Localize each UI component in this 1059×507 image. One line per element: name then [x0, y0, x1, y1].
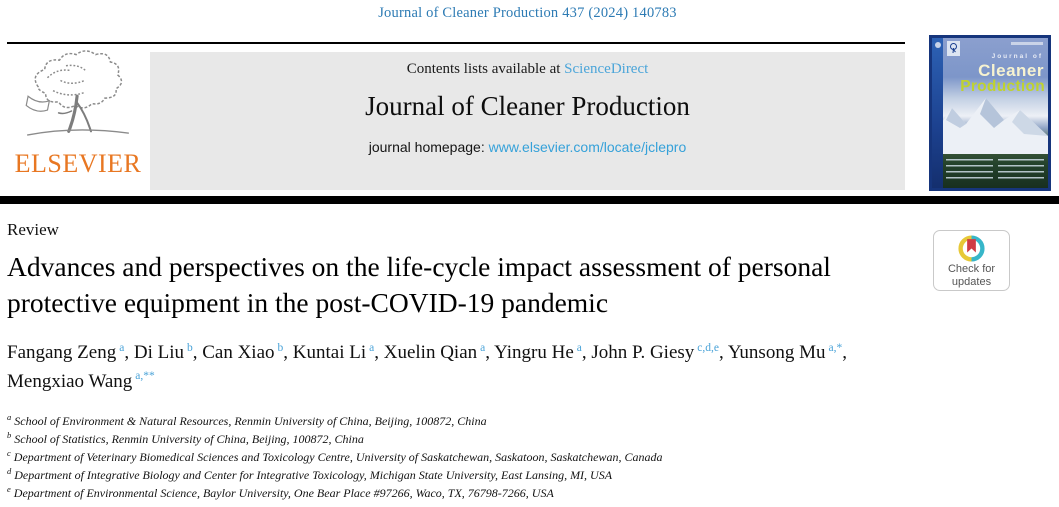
- affiliation-text: School of Environment & Natural Resource…: [14, 414, 487, 428]
- homepage-line: journal homepage: www.elsevier.com/locat…: [150, 139, 905, 155]
- author-name: Kuntai Li: [292, 342, 367, 363]
- affiliation-text: Department of Environmental Science, Bay…: [13, 486, 554, 500]
- elsevier-wordmark: ELSEVIER: [14, 149, 142, 178]
- elsevier-tree-icon: [25, 50, 129, 136]
- homepage-prefix: journal homepage:: [368, 139, 489, 155]
- author-affil-sup: c,d,e: [697, 341, 720, 354]
- author-affil-sup: a,**: [135, 370, 155, 383]
- author-list: Fangang Zeng a, Di Liu b, Can Xiao b, Kunta…: [7, 339, 912, 396]
- cover-globe-dot: [934, 42, 941, 48]
- journal-homepage-link[interactable]: www.elsevier.com/locate/jclepro: [488, 139, 687, 155]
- author-separator: ,: [581, 342, 592, 363]
- elsevier-logo: ELSEVIER: [8, 50, 148, 190]
- author: Mengxiao Wang a,**: [7, 370, 155, 392]
- author: Xuelin Qian a,: [384, 342, 494, 363]
- author-separator: ,: [485, 342, 495, 363]
- sciencedirect-link[interactable]: ScienceDirect: [564, 61, 649, 77]
- article-type-label: Review: [7, 220, 59, 239]
- author-affil-sup: b: [186, 341, 193, 354]
- author-affil-sup: a,*: [828, 341, 843, 354]
- author-name: Di Liu: [133, 342, 184, 363]
- journal-title: Journal of Cleaner Production: [365, 91, 690, 121]
- top-rule: [7, 42, 905, 44]
- affiliation: c Department of Veterinary Biomedical Sci…: [7, 448, 912, 466]
- author: Can Xiao b,: [202, 342, 293, 363]
- author-affil-sup: a: [576, 341, 582, 354]
- author: Yingru He a,: [494, 342, 591, 363]
- affiliation-text: Department of Integrative Biology and Ce…: [14, 468, 613, 482]
- cover-kicker: Journal of: [991, 53, 1043, 60]
- cover-elsevier-mini-logo: [947, 41, 960, 56]
- affiliation-sup: b: [7, 430, 12, 440]
- cover-title-line2: Production: [960, 78, 1045, 95]
- badge-label-line1: Check for: [947, 263, 996, 275]
- contents-prefix: Contents lists available at: [406, 61, 565, 77]
- affiliation: a School of Environment & Natural Resourc…: [7, 412, 912, 430]
- author-separator: ,: [192, 342, 203, 363]
- cover-image: Journal of Cleaner Production: [932, 38, 1048, 188]
- author-affil-sup: b: [277, 341, 284, 354]
- contents-line: Contents lists available at ScienceDirec…: [150, 61, 905, 78]
- affiliation-sup: c: [7, 448, 11, 458]
- author-name: Xuelin Qian: [383, 342, 478, 363]
- author: Di Liu b,: [134, 342, 202, 363]
- author-separator: ,: [374, 342, 384, 363]
- cover-left-strip: [932, 38, 943, 188]
- cover-topic-column: [946, 159, 993, 183]
- author-separator: ,: [842, 342, 847, 363]
- author-name: John P. Giesy: [591, 342, 695, 363]
- affiliation-sup: e: [7, 484, 11, 494]
- affiliation-list: a School of Environment & Natural Resourc…: [7, 412, 912, 502]
- author-name: Can Xiao: [202, 342, 275, 363]
- affiliation: b School of Statistics, Renmin University…: [7, 430, 912, 448]
- cover-issn-microtext: [1011, 42, 1043, 45]
- journal-banner: Contents lists available at ScienceDirec…: [150, 52, 905, 190]
- cover-mountain-art: [932, 98, 1048, 154]
- article-title: Advances and perspectives on the life-cy…: [7, 251, 831, 319]
- author-affil-sup: a: [119, 341, 125, 354]
- badge-label-line2: updates: [951, 275, 992, 288]
- cover-topic-list: [946, 159, 1044, 183]
- author-separator: ,: [719, 342, 728, 363]
- author: Yunsong Mu a,*,: [728, 342, 847, 363]
- author-name: Yunsong Mu: [727, 342, 826, 363]
- author-separator: ,: [124, 342, 134, 363]
- cover-topic-column: [997, 159, 1044, 183]
- affiliation-text: School of Statistics, Renmin University …: [14, 432, 364, 446]
- author-name: Yingru He: [494, 342, 574, 363]
- masthead-divider: [0, 196, 1059, 204]
- check-for-updates-badge[interactable]: Check for updates: [933, 230, 1010, 291]
- journal-citation: Journal of Cleaner Production 437 (2024)…: [378, 5, 677, 21]
- affiliation-text: Department of Veterinary Biomedical Scie…: [13, 450, 663, 464]
- author-name: Mengxiao Wang: [7, 370, 133, 392]
- cover-title-line1: Cleaner: [978, 61, 1044, 80]
- affiliation-sup: d: [7, 466, 12, 476]
- badge-label: Check for updates: [934, 263, 1009, 288]
- author: Kuntai Li a,: [293, 342, 384, 363]
- author-affil-sup: a: [480, 341, 486, 354]
- affiliation-sup: a: [7, 412, 12, 422]
- author-name: Fangang Zeng: [7, 342, 117, 363]
- author-affil-sup: a: [369, 341, 375, 354]
- author: Fangang Zeng a,: [7, 342, 134, 363]
- affiliation: d Department of Integrative Biology and C…: [7, 466, 912, 484]
- journal-cover-thumbnail[interactable]: Journal of Cleaner Production: [929, 35, 1051, 191]
- author: John P. Giesy c,d,e,: [591, 342, 727, 363]
- affiliation: e Department of Environmental Science, Ba…: [7, 484, 912, 502]
- author-separator: ,: [283, 342, 293, 363]
- crossmark-icon: [958, 235, 985, 262]
